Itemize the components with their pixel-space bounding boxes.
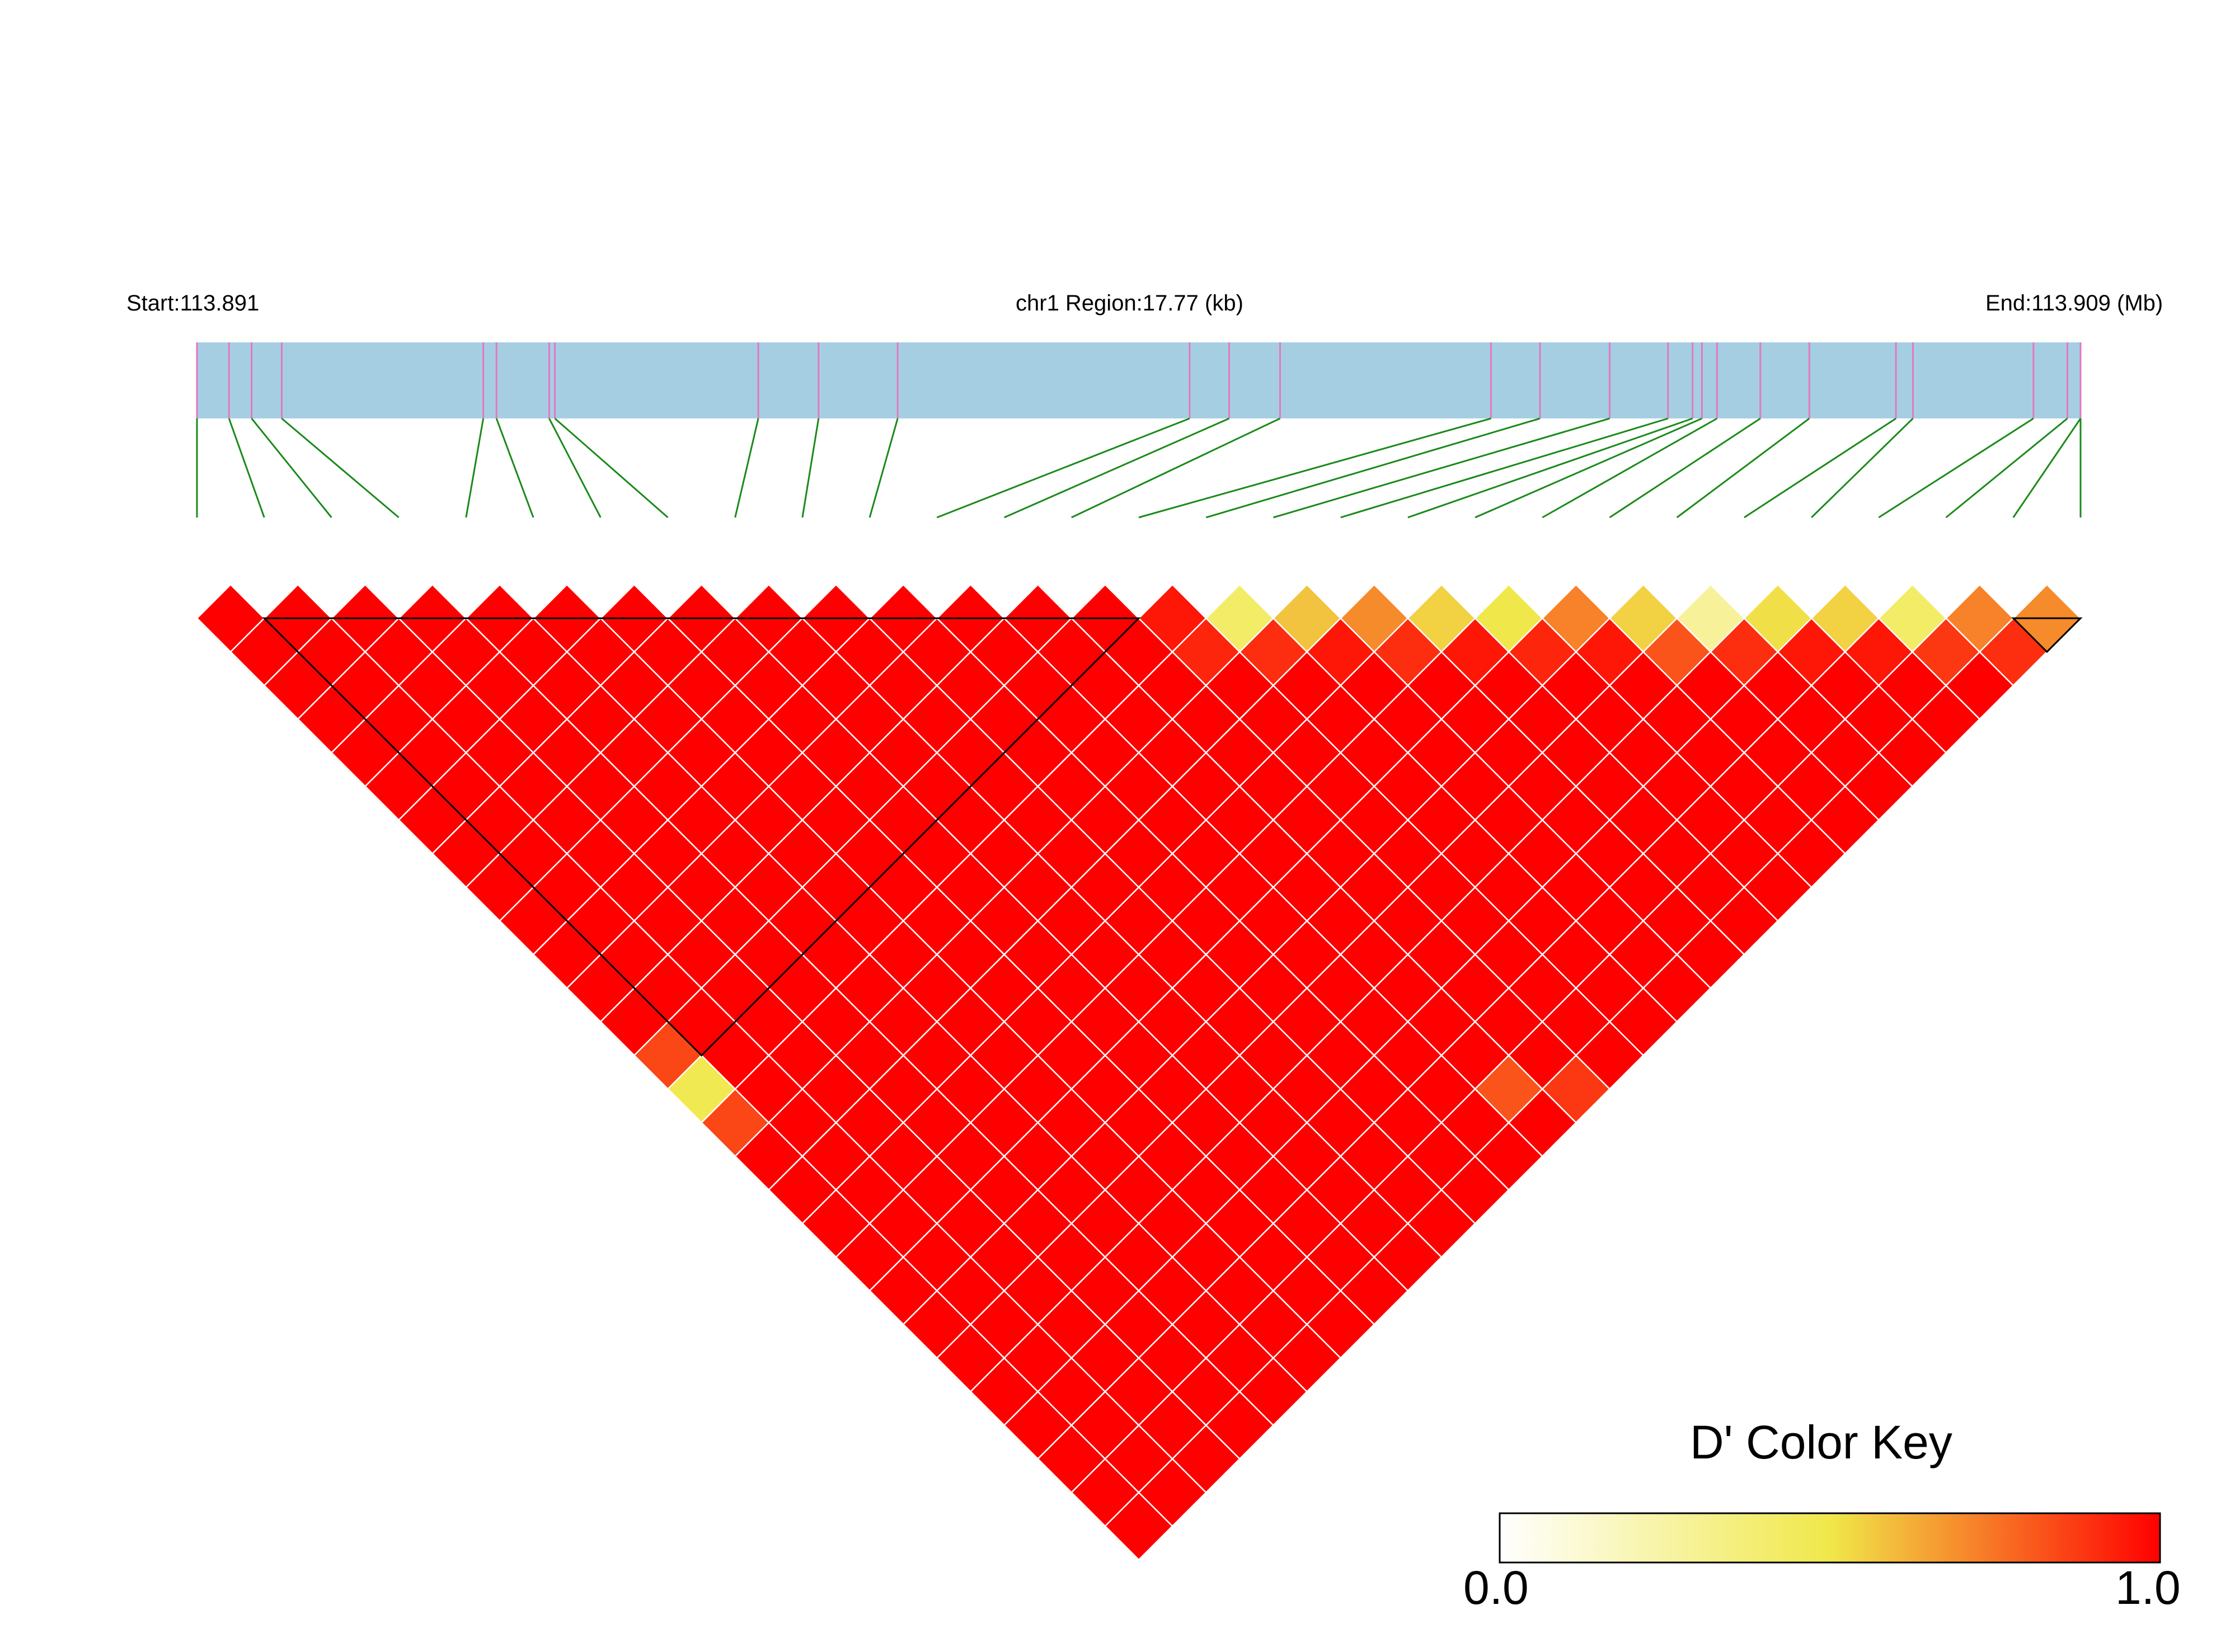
ld-block-outlines: [262, 617, 2083, 1057]
snp-connector: [548, 418, 602, 518]
gene-bar: [197, 342, 2081, 418]
snp-connector: [2012, 418, 2082, 518]
snp-connector: [1744, 417, 1896, 519]
snp-connector: [465, 418, 485, 518]
region-title: chr1 Region:17.77 (kb): [1016, 291, 1243, 316]
snp-connector: [801, 418, 820, 518]
snp-connector: [1003, 417, 1230, 519]
snp-connector: [1945, 417, 2068, 519]
snp-connector: [1676, 417, 1810, 519]
snp-connector: [251, 418, 332, 518]
snp-connector: [1542, 417, 1718, 519]
color-key-max-label: 1.0: [2115, 1561, 2181, 1614]
snp-connector: [1475, 417, 1703, 519]
snp-connector: [1071, 417, 1281, 519]
snp-connector: [936, 417, 1190, 519]
snp-connector: [1878, 417, 2034, 519]
gene-track: [196, 342, 2082, 418]
region-start-label: Start:113.891: [126, 291, 260, 316]
region-end-label: End:113.909 (Mb): [1985, 291, 2163, 316]
snp-connector: [1138, 417, 1491, 519]
snp-connector: [228, 418, 265, 518]
color-key-title: D' Color Key: [1690, 1416, 1952, 1469]
snp-connector: [1407, 417, 1693, 519]
snp-connector: [1811, 417, 1914, 519]
snp-connector: [868, 418, 899, 518]
ld-block-outline: [262, 617, 1141, 1057]
snp-connector: [1609, 417, 1761, 519]
ld-block-outline: [2011, 617, 2083, 653]
color-key-bar: [1499, 1512, 2161, 1564]
color-key-min-label: 0.0: [1463, 1561, 1529, 1614]
ld-cells: [196, 583, 2082, 1561]
snp-connectors: [196, 417, 2082, 519]
snp-connector: [1273, 417, 1610, 519]
snp-connector: [1205, 417, 1541, 519]
snp-connector: [495, 418, 534, 518]
snp-connector: [734, 418, 759, 518]
snp-connector: [1340, 417, 1669, 519]
snp-connector: [281, 417, 400, 519]
snp-connector: [554, 417, 669, 519]
